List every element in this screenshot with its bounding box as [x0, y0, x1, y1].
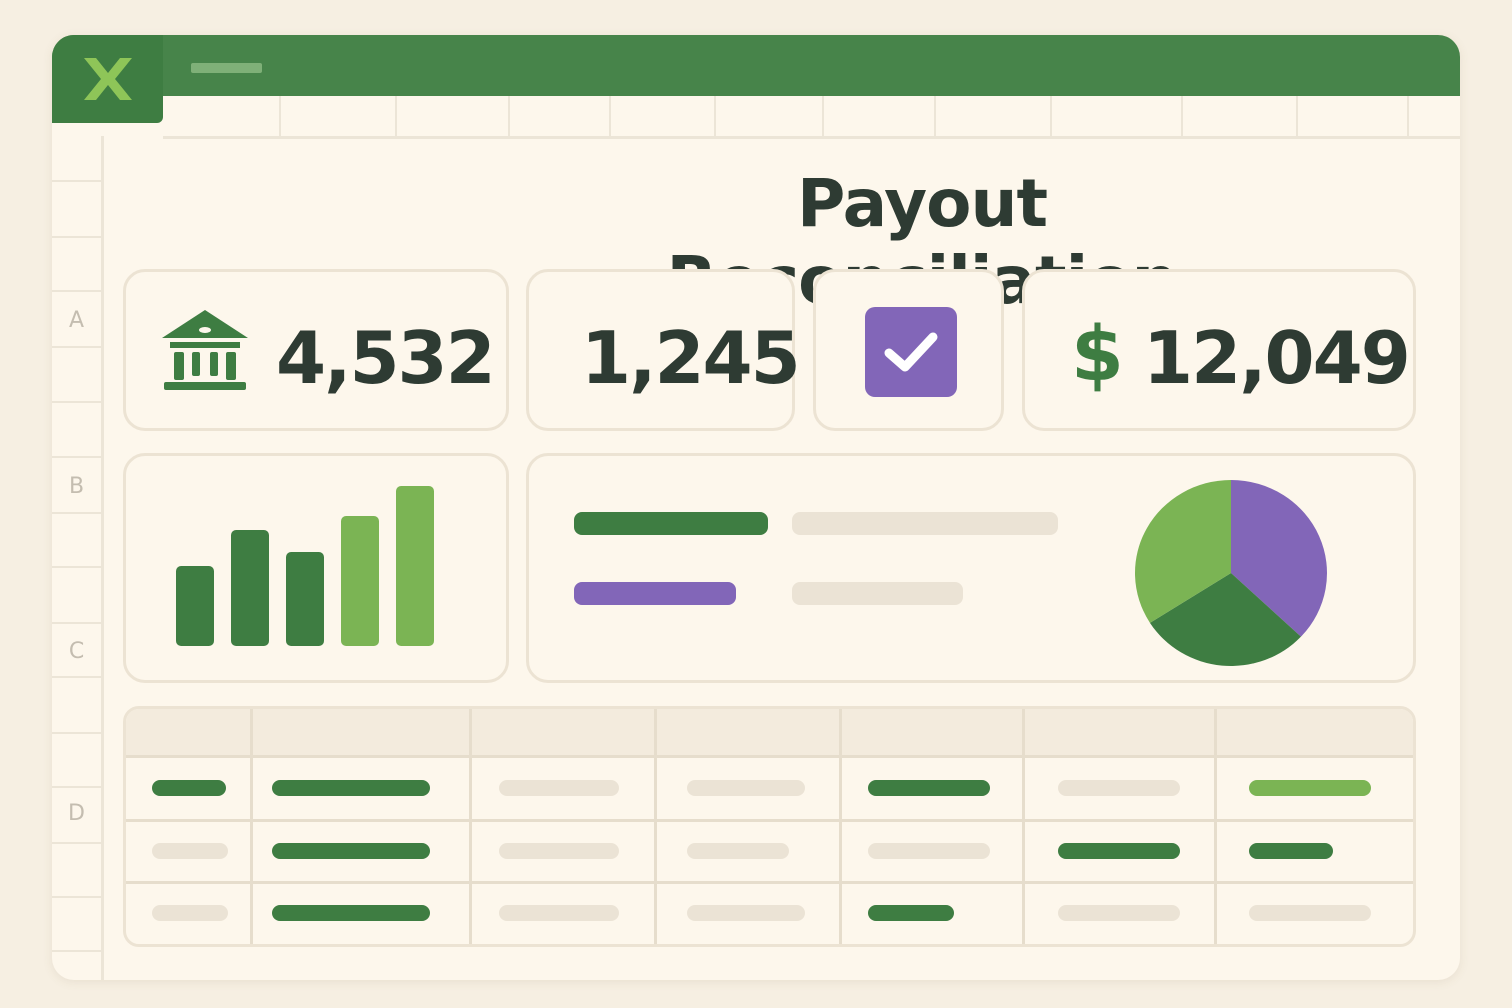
kpi-card-bank[interactable]: 4,532: [123, 269, 509, 431]
bar-1: [176, 566, 214, 646]
bar-4: [341, 516, 379, 646]
table-cell: [868, 905, 954, 921]
row-label-d: D: [68, 801, 85, 826]
table-cell: [1249, 843, 1333, 859]
table-cell: [687, 905, 805, 921]
bank-icon: [162, 310, 248, 390]
app-window: A B C D Payout Reconciliation 4,532 1,24…: [52, 35, 1460, 980]
table-cell: [1249, 905, 1371, 921]
row-label-a: A: [68, 308, 85, 333]
data-table[interactable]: [123, 706, 1416, 947]
row-label-b: B: [68, 474, 85, 499]
kpi-value-amount: 12,049: [1143, 316, 1411, 400]
pie-slice-1: [1231, 480, 1327, 637]
table-cell: [687, 780, 805, 796]
table-cell: [152, 843, 228, 859]
legend-placeholder: [792, 582, 963, 605]
table-header-row: [126, 709, 1413, 758]
table-cell: [152, 780, 226, 796]
pie-slice-2: [1149, 573, 1301, 666]
table-cell: [499, 905, 619, 921]
table-cell: [1249, 780, 1371, 796]
kpi-card-check[interactable]: [813, 269, 1004, 431]
table-cell: [687, 843, 789, 859]
bar-chart-card[interactable]: [123, 453, 509, 683]
excel-x-icon[interactable]: [52, 35, 163, 123]
checkbox-checked-icon: [865, 307, 957, 397]
kpi-card-amount[interactable]: $ 12,049: [1022, 269, 1416, 431]
legend-bar-purple: [574, 582, 736, 605]
row-headers: A B C D: [52, 136, 104, 980]
table-cell: [272, 843, 430, 859]
pie-chart: [1135, 480, 1327, 666]
bar-5: [396, 486, 434, 646]
table-cell: [1058, 905, 1180, 921]
file-name-placeholder: [191, 63, 262, 73]
kpi-value-count: 1,245: [581, 316, 801, 400]
column-headers: [163, 96, 1460, 139]
bar-3: [286, 552, 324, 646]
table-cell: [868, 843, 990, 859]
table-cell: [868, 780, 990, 796]
table-cell: [1058, 780, 1180, 796]
title-bar: [52, 35, 1460, 96]
table-cell: [152, 905, 228, 921]
kpi-value-payouts: 4,532: [276, 316, 496, 400]
bar-2: [231, 530, 269, 646]
summary-card[interactable]: [526, 453, 1416, 683]
dollar-icon: $: [1071, 309, 1124, 398]
pie-slice-3: [1135, 480, 1231, 623]
legend-placeholder: [792, 512, 1058, 535]
bar-chart: [126, 456, 506, 680]
kpi-card-count[interactable]: 1,245: [526, 269, 801, 431]
table-cell: [272, 905, 430, 921]
legend-bar-green: [574, 512, 768, 535]
table-cell: [499, 780, 619, 796]
table-cell: [272, 780, 430, 796]
table-cell: [1058, 843, 1180, 859]
row-label-c: C: [68, 639, 85, 664]
table-cell: [499, 843, 619, 859]
